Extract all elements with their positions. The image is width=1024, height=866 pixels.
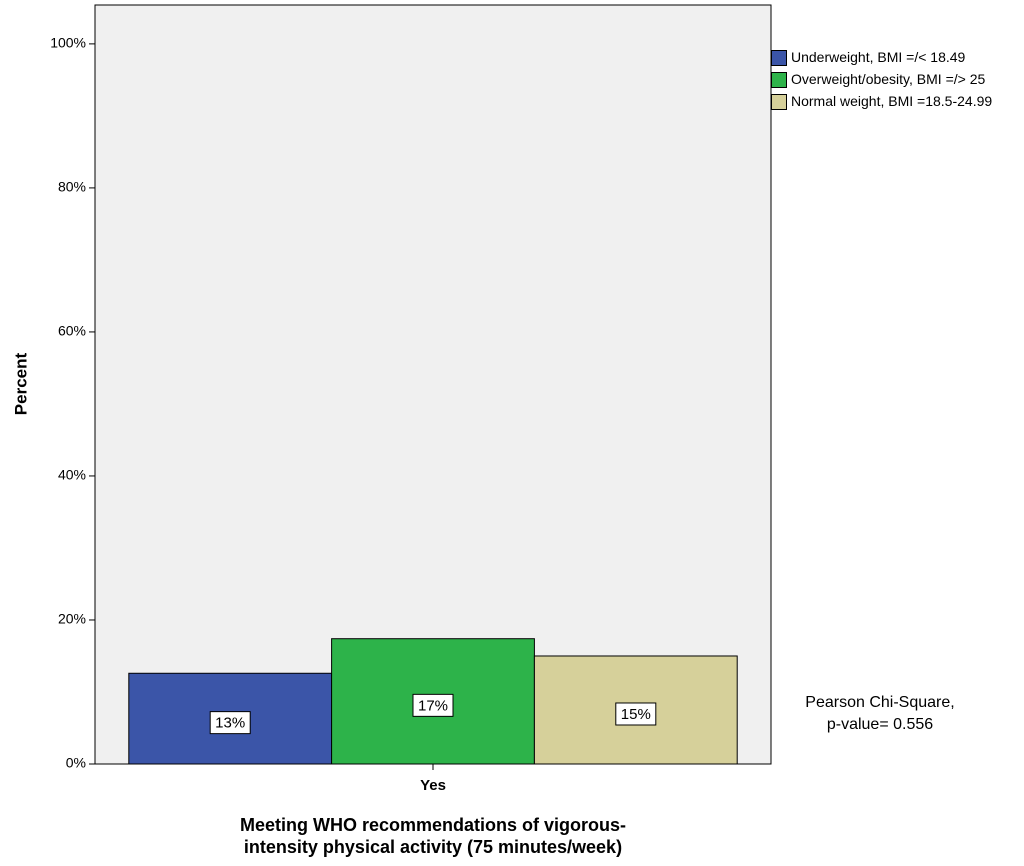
legend-swatch	[771, 50, 787, 66]
value-label-box	[209, 711, 251, 735]
value-label: 13%	[215, 715, 245, 732]
annotation: p-value= 0.556	[827, 716, 933, 733]
y-tick-label: 60%	[58, 323, 86, 339]
legend-label: Underweight, BMI =/< 18.49	[791, 49, 966, 65]
plot: 0% 20% 40% 60% 80% 100% Yes 13% 17% 15%	[50, 4, 772, 794]
annotation: Pearson Chi-Square,	[805, 694, 954, 711]
legend-label: Overweight/obesity, BMI =/> 25	[791, 71, 986, 87]
value-label-box	[615, 702, 657, 726]
legend-item: Overweight/obesity, BMI =/> 25	[771, 72, 1021, 88]
x-tick-label: Yes	[420, 777, 446, 794]
legend-item: Normal weight, BMI =18.5-24.99	[771, 94, 1021, 110]
value-label: 15%	[621, 706, 651, 723]
y-tick-label: 0%	[66, 755, 86, 771]
y-tick-label: 80%	[58, 179, 86, 195]
legend-label: Normal weight, BMI =18.5-24.99	[791, 93, 993, 109]
y-axis-label: Percent	[11, 352, 30, 415]
legend-swatch	[771, 72, 787, 88]
x-axis-label: Meeting WHO recommendations of vigorous-	[240, 815, 626, 835]
legend-swatch	[771, 94, 787, 110]
legend: Underweight, BMI =/< 18.49 Overweight/obe…	[771, 50, 1021, 116]
y-tick-label: 100%	[50, 35, 86, 51]
plot-area	[94, 4, 772, 765]
value-label: 17%	[418, 697, 448, 714]
legend-item: Underweight, BMI =/< 18.49	[771, 50, 1021, 66]
value-label-box	[412, 693, 454, 717]
y-tick-label: 40%	[58, 467, 86, 483]
y-tick-label: 20%	[58, 611, 86, 627]
x-axis-label: intensity physical activity (75 minutes/…	[244, 837, 622, 857]
